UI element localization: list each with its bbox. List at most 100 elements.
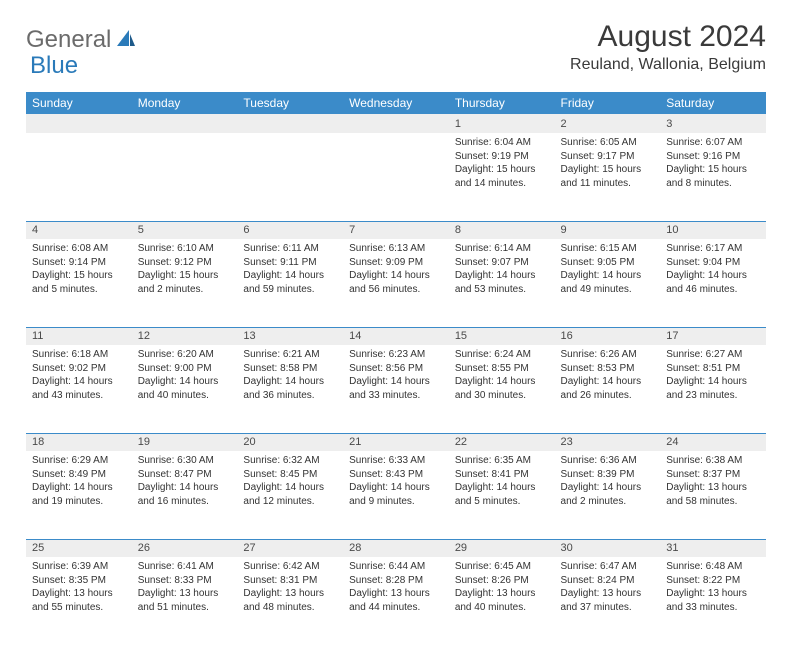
daylight-text: Daylight: 13 hours and 33 minutes.	[666, 587, 760, 614]
day-number: 19	[132, 433, 238, 451]
daylight-text: Daylight: 15 hours and 14 minutes.	[455, 163, 549, 190]
day-number-row: 45678910	[26, 221, 766, 239]
sunset-text: Sunset: 8:33 PM	[138, 574, 232, 588]
sunset-text: Sunset: 8:22 PM	[666, 574, 760, 588]
daylight-text: Daylight: 14 hours and 59 minutes.	[243, 269, 337, 296]
sunrise-text: Sunrise: 6:44 AM	[349, 560, 443, 574]
sunrise-text: Sunrise: 6:32 AM	[243, 454, 337, 468]
day-number: 11	[26, 327, 132, 345]
sunrise-text: Sunrise: 6:11 AM	[243, 242, 337, 256]
day-content-row: Sunrise: 6:04 AMSunset: 9:19 PMDaylight:…	[26, 133, 766, 221]
sunset-text: Sunset: 9:14 PM	[32, 256, 126, 270]
day-content-row: Sunrise: 6:08 AMSunset: 9:14 PM Daylight:…	[26, 239, 766, 327]
day-cell: Sunrise: 6:15 AMSunset: 9:05 PMDaylight:…	[555, 239, 661, 327]
month-title: August 2024	[570, 20, 766, 54]
day-number-row: 25262728293031	[26, 539, 766, 557]
day-number: 26	[132, 539, 238, 557]
day-cell: Sunrise: 6:05 AMSunset: 9:17 PMDaylight:…	[555, 133, 661, 221]
day-cell: Sunrise: 6:42 AMSunset: 8:31 PMDaylight:…	[237, 557, 343, 645]
day-cell: Sunrise: 6:20 AMSunset: 9:00 PMDaylight:…	[132, 345, 238, 433]
day-cell: Sunrise: 6:48 AMSunset: 8:22 PMDaylight:…	[660, 557, 766, 645]
day-number: 21	[343, 433, 449, 451]
day-cell: Sunrise: 6:23 AMSunset: 8:56 PMDaylight:…	[343, 345, 449, 433]
logo-text-general: General	[26, 26, 111, 54]
day-cell: Sunrise: 6:13 AMSunset: 9:09 PMDaylight:…	[343, 239, 449, 327]
day-cell: Sunrise: 6:04 AMSunset: 9:19 PMDaylight:…	[449, 133, 555, 221]
daylight-text: Daylight: 13 hours and 48 minutes.	[243, 587, 337, 614]
daylight-text: Daylight: 14 hours and 26 minutes.	[561, 375, 655, 402]
sunrise-text: Sunrise: 6:24 AM	[455, 348, 549, 362]
daylight-text: Daylight: 14 hours and 43 minutes.	[32, 375, 126, 402]
sunset-text: Sunset: 8:26 PM	[455, 574, 549, 588]
day-header: Monday	[132, 92, 238, 115]
day-number: 20	[237, 433, 343, 451]
day-number	[132, 115, 238, 133]
daylight-text: Daylight: 15 hours and 11 minutes.	[561, 163, 655, 190]
day-number: 7	[343, 221, 449, 239]
daylight-text: Daylight: 14 hours and 23 minutes.	[666, 375, 760, 402]
day-content-row: Sunrise: 6:39 AMSunset: 8:35 PMDaylight:…	[26, 557, 766, 645]
sunset-text: Sunset: 9:17 PM	[561, 150, 655, 164]
day-cell: Sunrise: 6:41 AMSunset: 8:33 PMDaylight:…	[132, 557, 238, 645]
sunset-text: Sunset: 8:28 PM	[349, 574, 443, 588]
daylight-text: Daylight: 14 hours and 30 minutes.	[455, 375, 549, 402]
day-number: 30	[555, 539, 661, 557]
day-number	[343, 115, 449, 133]
title-block: August 2024 Reuland, Wallonia, Belgium	[570, 20, 766, 74]
sunset-text: Sunset: 8:49 PM	[32, 468, 126, 482]
day-number: 15	[449, 327, 555, 345]
day-number: 22	[449, 433, 555, 451]
sunset-text: Sunset: 9:19 PM	[455, 150, 549, 164]
daylight-text: Daylight: 14 hours and 36 minutes.	[243, 375, 337, 402]
day-number: 13	[237, 327, 343, 345]
day-number: 6	[237, 221, 343, 239]
day-cell: Sunrise: 6:36 AMSunset: 8:39 PMDaylight:…	[555, 451, 661, 539]
header: General August 2024 Reuland, Wallonia, B…	[26, 20, 766, 74]
day-header: Saturday	[660, 92, 766, 115]
day-cell	[343, 133, 449, 221]
sunrise-text: Sunrise: 6:07 AM	[666, 136, 760, 150]
day-number: 23	[555, 433, 661, 451]
sunrise-text: Sunrise: 6:15 AM	[561, 242, 655, 256]
sunrise-text: Sunrise: 6:08 AM	[32, 242, 126, 256]
sunset-text: Sunset: 8:47 PM	[138, 468, 232, 482]
day-number: 28	[343, 539, 449, 557]
day-cell: Sunrise: 6:27 AMSunset: 8:51 PMDaylight:…	[660, 345, 766, 433]
day-cell: Sunrise: 6:29 AMSunset: 8:49 PMDaylight:…	[26, 451, 132, 539]
daylight-text: Daylight: 14 hours and 40 minutes.	[138, 375, 232, 402]
day-header: Wednesday	[343, 92, 449, 115]
day-header: Tuesday	[237, 92, 343, 115]
day-number: 8	[449, 221, 555, 239]
sail-icon	[115, 28, 137, 53]
day-header-row: Sunday Monday Tuesday Wednesday Thursday…	[26, 92, 766, 115]
sunset-text: Sunset: 8:51 PM	[666, 362, 760, 376]
day-cell: Sunrise: 6:14 AMSunset: 9:07 PMDaylight:…	[449, 239, 555, 327]
day-cell: Sunrise: 6:07 AMSunset: 9:16 PMDaylight:…	[660, 133, 766, 221]
daylight-text: Daylight: 14 hours and 12 minutes.	[243, 481, 337, 508]
sunrise-text: Sunrise: 6:04 AM	[455, 136, 549, 150]
day-cell	[132, 133, 238, 221]
day-header: Thursday	[449, 92, 555, 115]
sunrise-text: Sunrise: 6:41 AM	[138, 560, 232, 574]
sunrise-text: Sunrise: 6:47 AM	[561, 560, 655, 574]
day-number: 10	[660, 221, 766, 239]
sunrise-text: Sunrise: 6:10 AM	[138, 242, 232, 256]
day-cell: Sunrise: 6:33 AMSunset: 8:43 PMDaylight:…	[343, 451, 449, 539]
logo-text-blue: Blue	[30, 52, 78, 80]
day-number: 25	[26, 539, 132, 557]
sunrise-text: Sunrise: 6:30 AM	[138, 454, 232, 468]
sunrise-text: Sunrise: 6:05 AM	[561, 136, 655, 150]
day-cell: Sunrise: 6:08 AMSunset: 9:14 PMDaylight:…	[26, 239, 132, 327]
daylight-text: Daylight: 14 hours and 49 minutes.	[561, 269, 655, 296]
sunrise-text: Sunrise: 6:17 AM	[666, 242, 760, 256]
day-cell: Sunrise: 6:44 AMSunset: 8:28 PMDaylight:…	[343, 557, 449, 645]
sunrise-text: Sunrise: 6:21 AM	[243, 348, 337, 362]
day-number: 4	[26, 221, 132, 239]
sunset-text: Sunset: 9:11 PM	[243, 256, 337, 270]
day-cell: Sunrise: 6:21 AMSunset: 8:58 PMDaylight:…	[237, 345, 343, 433]
day-header: Friday	[555, 92, 661, 115]
sunset-text: Sunset: 8:39 PM	[561, 468, 655, 482]
sunset-text: Sunset: 8:58 PM	[243, 362, 337, 376]
daylight-text: Daylight: 14 hours and 5 minutes.	[455, 481, 549, 508]
day-cell: Sunrise: 6:35 AMSunset: 8:41 PMDaylight:…	[449, 451, 555, 539]
